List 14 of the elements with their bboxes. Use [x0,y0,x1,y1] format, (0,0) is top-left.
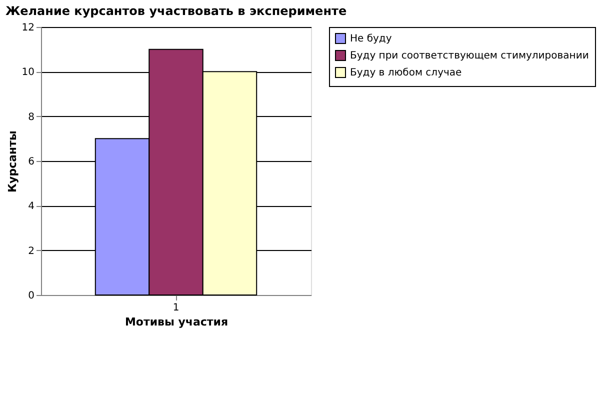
y-tick-label: 10 [22,67,34,78]
y-tick-label: 6 [28,156,34,168]
y-tick-label: 0 [28,290,34,302]
y-axis-title: Курсанты [6,130,19,192]
legend-label: Буду в любом случае [350,68,462,78]
chart-title: Желание курсантов участвовать в эксперименте [5,4,347,18]
y-tick-label: 4 [28,201,34,212]
y-tick-label: 2 [28,246,34,257]
x-axis-title: Мотивы участия [124,316,228,328]
y-tick-label: 8 [28,112,34,123]
legend-label: Не буду [350,34,392,44]
y-tick-label: 12 [22,22,34,34]
x-tick-label: 1 [172,302,180,314]
legend-label: Буду при соответствующем стимулировании [350,50,589,62]
